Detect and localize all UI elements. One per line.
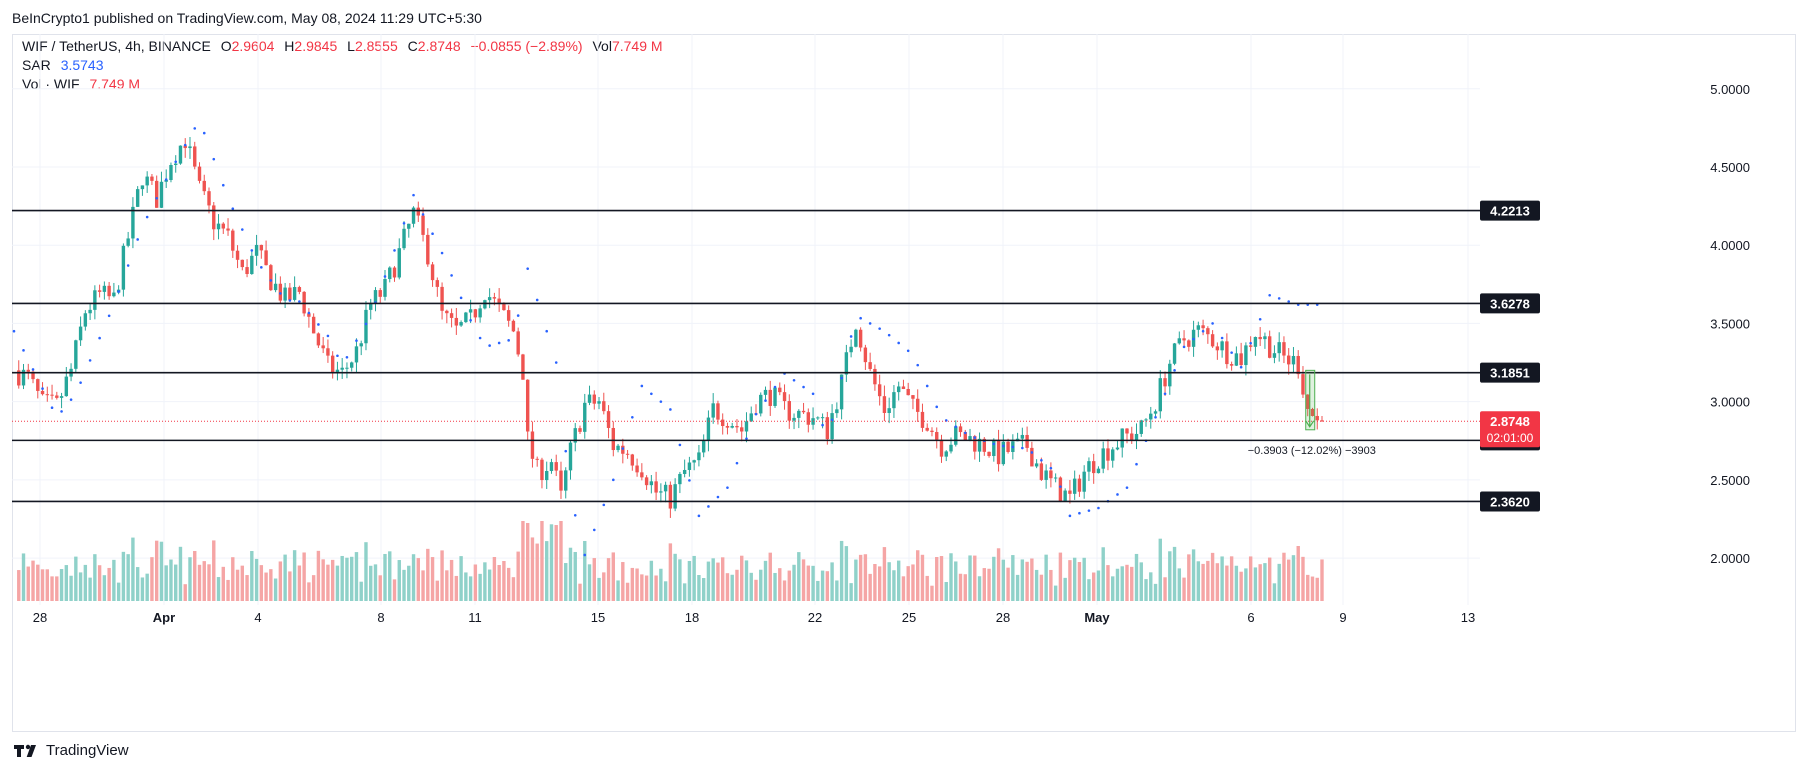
low-value: 2.8555 xyxy=(354,38,398,54)
ohlc-legend[interactable]: WIF / TetherUS, 4h, BINANCE O2.9604 H2.9… xyxy=(22,38,663,54)
vol-wif-value: 7.749 M xyxy=(89,76,141,92)
change-value: −0.0855 (−2.89%) xyxy=(470,38,583,54)
publisher-note: BeInCrypto1 published on TradingView.com… xyxy=(12,10,482,26)
open-label: O xyxy=(220,38,232,54)
open-value: 2.9604 xyxy=(231,38,275,54)
symbol-label[interactable]: WIF / TetherUS, 4h, BINANCE xyxy=(22,38,211,54)
tradingview-brand: TradingView xyxy=(46,742,129,759)
vol-wif-label: Vol · WIF xyxy=(22,76,80,92)
low-label: L xyxy=(347,38,355,54)
close-value: 2.8748 xyxy=(417,38,461,54)
tradingview-footer[interactable]: TradingView xyxy=(14,742,129,759)
vol-value: 7.749 M xyxy=(611,38,663,54)
sar-label: SAR xyxy=(22,57,51,73)
volume-legend[interactable]: Vol · WIF 7.749 M xyxy=(22,76,140,92)
chart-frame[interactable] xyxy=(12,34,1796,732)
close-label: C xyxy=(407,38,418,54)
high-value: 2.9845 xyxy=(294,38,338,54)
sar-legend[interactable]: SAR 3.5743 xyxy=(22,57,104,73)
high-label: H xyxy=(284,38,295,54)
vol-label: Vol xyxy=(592,38,612,54)
tradingview-logo-icon xyxy=(14,744,36,757)
sar-value: 3.5743 xyxy=(60,57,104,73)
